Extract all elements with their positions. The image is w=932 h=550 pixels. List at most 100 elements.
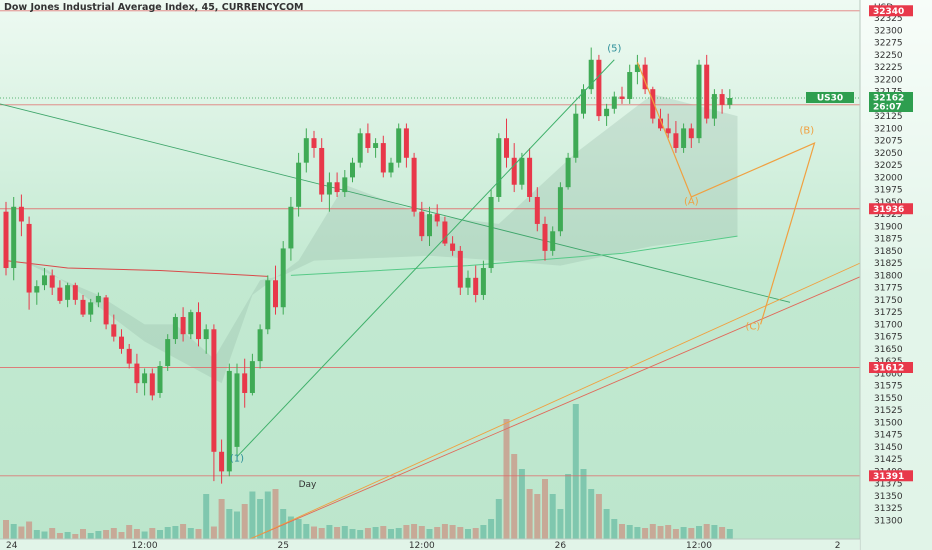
volume-bar [665,525,672,539]
price-tick-label: 31775 [874,284,903,294]
volume-bar [403,525,410,539]
candle-body [226,370,232,472]
horizontal-levels [0,10,860,477]
candle-body [357,133,363,163]
candle-body [442,221,448,244]
price-tag-box [869,5,913,17]
volume-bar [203,494,210,539]
price-tick-label: 32325 [874,14,903,24]
price-tick-label: 31425 [874,455,903,465]
candle-body [34,286,40,293]
candle-body [550,231,556,251]
candle-body [373,143,379,148]
volume-bar [157,530,163,539]
volume-bar [126,525,133,539]
candle-body [658,118,663,129]
volume-bar [495,499,502,539]
volume-bar [18,526,25,539]
wave-label-text: (1) [230,454,244,465]
time-tick-label: 25 [277,541,288,550]
volume-bar [503,419,510,539]
candle-body [696,64,702,139]
candle-body [619,96,625,99]
candle-body [257,329,263,362]
volume-bar [249,491,256,539]
volume-bar [719,527,726,539]
volume-bar [395,528,402,539]
candle-body [296,162,302,207]
volume-bar [318,528,325,539]
candle-body [203,329,209,340]
volume-bar [619,524,625,539]
volume-bar [696,526,702,539]
symbol-tag-box [806,92,854,103]
ma-red-line [5,260,268,277]
candle-body [704,64,710,119]
candle-body [403,128,409,158]
volume-bar [549,494,556,539]
volume-bar [634,527,641,539]
volume-bar [518,469,525,539]
candle-body [142,373,148,384]
price-tick-label: 31700 [874,320,903,330]
volume-bar [164,527,171,539]
countdown-tag-text: 26:07 [873,103,902,113]
volume-bar [426,529,433,539]
time-axis-panel[interactable] [0,539,860,550]
volume-bar [3,520,9,539]
volume-bar [472,528,479,539]
volume-bar [642,528,649,539]
price-tick-label: 32225 [874,63,903,73]
volume-bar [172,526,179,539]
volume-bar [480,525,487,539]
candle-body [242,373,248,393]
candle-body [11,206,17,269]
candle-body [711,94,717,119]
volume-bar [64,532,71,539]
candle-body [642,64,648,90]
price-tick-label: 31550 [874,394,903,404]
price-tick-label: 31450 [874,443,903,453]
price-tick-label: 31525 [874,406,903,416]
price-tick-label: 31750 [874,296,903,306]
wave-lines [236,59,816,458]
candle-body [149,373,155,396]
candle-body [126,348,132,364]
candle-body [627,72,633,99]
price-tick-label: 32075 [874,137,903,147]
volume-bar [118,532,125,539]
candle-body [488,196,494,269]
candle-body [719,94,725,105]
current-price-tag-box [869,92,913,112]
candle-body [527,157,533,197]
volume-bar [626,525,633,539]
candle-body [565,157,571,188]
correction-wave-line [636,62,816,325]
candle-body [303,138,309,163]
price-axis-panel[interactable] [860,0,932,550]
wave-label-text: (C) [746,321,761,332]
candle-body [119,336,124,349]
volume-bar [272,489,279,539]
time-tick-label: 2 [835,541,841,550]
candle-body [650,89,656,119]
volume-bar [511,454,518,539]
volume-bar [434,527,441,539]
candle-body [49,275,55,288]
price-tag-text: 31936 [873,205,904,215]
price-tick-label: 31725 [874,308,903,318]
volume-bar [311,526,317,539]
volume-bar [334,527,341,539]
volume-bar [588,489,595,539]
candle-body [427,214,432,237]
candle-body [180,317,186,335]
volume-bar [241,504,248,539]
ascending-trend-line-orange [249,262,861,540]
wave-shading [21,94,738,384]
candle-body [134,363,140,384]
price-tick-label: 31350 [874,492,903,502]
candle-body [211,329,217,452]
